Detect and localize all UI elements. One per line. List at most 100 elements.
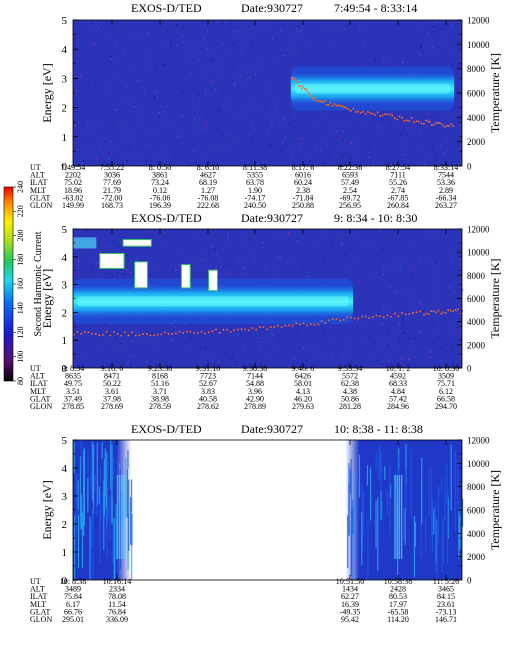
- temperature-point: [427, 313, 430, 316]
- temperature-point: [222, 328, 225, 331]
- temperature-point: [342, 319, 345, 321]
- y2-tick-label: 12000: [467, 225, 490, 235]
- orbit-cell: 4.38: [343, 387, 357, 396]
- orbit-cell: -71.84: [293, 193, 314, 202]
- orbit-cell: 9:53:34: [338, 364, 362, 373]
- orbit-cell: 8:22:36: [338, 163, 362, 172]
- orbit-row-label: GLON: [30, 615, 52, 624]
- temperature-point: [311, 97, 313, 99]
- temperature-point: [83, 331, 86, 333]
- y-tick-label: 5: [62, 15, 68, 27]
- y2-tick-label: 8000: [467, 482, 486, 492]
- temperature-point: [233, 329, 236, 331]
- orbit-cell: 3.71: [153, 387, 167, 396]
- temperature-axis: 0 2000 4000 6000 8000 10000 12000 Temperature […: [457, 225, 502, 374]
- orbit-cell: -72.00: [102, 193, 123, 202]
- temperature-point: [364, 113, 367, 115]
- orbit-cell: 38.98: [151, 394, 169, 403]
- temperature-point: [352, 108, 355, 110]
- orbit-cell: 46.20: [294, 394, 312, 403]
- temperature-point: [196, 332, 199, 334]
- temperature-point: [291, 324, 294, 327]
- y2-tick-label: 2000: [467, 552, 486, 562]
- temperature-point: [331, 104, 334, 107]
- temperature-point: [446, 124, 449, 127]
- temperature-point: [444, 126, 447, 128]
- orbit-cell: 256.95: [339, 201, 361, 210]
- orbit-cell: 114.20: [387, 615, 409, 624]
- orbit-cell: -49.35: [340, 607, 361, 616]
- y-tick-label: 2: [62, 103, 68, 115]
- y-tick-label: 4: [62, 44, 68, 56]
- temperature-point: [328, 319, 330, 322]
- temperature-trace: [73, 308, 462, 337]
- orbit-cell: 279.63: [292, 402, 314, 411]
- temperature-point: [211, 330, 214, 333]
- orbit-cell: -76.06: [150, 193, 171, 202]
- panel-time-range: 10: 8:38 - 11: 8:38: [334, 422, 423, 436]
- orbit-cell: -65.58: [388, 607, 409, 616]
- noise-speckle: [73, 20, 461, 167]
- temperature-point: [350, 316, 352, 319]
- temperature-point: [308, 92, 310, 95]
- temperature-point: [423, 122, 425, 125]
- temperature-point: [335, 318, 338, 320]
- orbit-cell: 49.75: [64, 379, 82, 388]
- y-tick-label: 4: [62, 463, 68, 475]
- orbit-cell: 1.27: [201, 186, 215, 195]
- temperature-point: [379, 115, 381, 117]
- orbit-cell: 2202: [65, 171, 81, 180]
- orbit-cell: 50.86: [341, 394, 359, 403]
- orbit-cell: 294.70: [435, 402, 457, 411]
- orbit-cell: 7144: [247, 372, 263, 381]
- temperature-point: [189, 330, 192, 333]
- temperature-point: [347, 108, 350, 111]
- orbit-cell: -74.17: [245, 193, 266, 202]
- temperature-point: [413, 121, 415, 123]
- y2-tick-label: 0: [467, 162, 472, 172]
- y-tick-label: 2: [62, 519, 68, 531]
- temperature-point: [153, 334, 155, 337]
- energy-axis: 0 1 2 3 4 5 Energy [eV]: [40, 15, 462, 173]
- y-tick-label: 4: [62, 252, 68, 264]
- orbit-cell: 52.67: [199, 379, 217, 388]
- orbit-cell: 3.51: [66, 387, 80, 396]
- y2-tick-label: 6000: [467, 506, 486, 516]
- temperature-point: [389, 113, 391, 116]
- temperature-point: [406, 119, 408, 122]
- temperature-point: [317, 323, 319, 326]
- temperature-point: [398, 115, 401, 118]
- temperature-point: [447, 309, 450, 311]
- orbit-cell: 5572: [342, 372, 358, 381]
- data-segment: [345, 440, 464, 580]
- temperature-point: [419, 310, 422, 313]
- orbit-row-label: ALT: [30, 372, 45, 381]
- colorbar-tick-label: 80: [16, 377, 25, 385]
- temperature-point: [316, 100, 318, 102]
- temperature-point: [284, 324, 287, 327]
- y-axis-label: Energy [eV]: [40, 63, 54, 122]
- energy-band: [290, 66, 455, 111]
- temperature-axis: 0 2000 4000 6000 8000 10000 12000 Temperature […: [457, 16, 502, 172]
- temperature-point: [372, 316, 374, 318]
- panel-3: EXOS-D/TED Date:930727 10: 8:38 - 11: 8:38…: [30, 422, 502, 624]
- temperature-point: [408, 312, 411, 315]
- orbit-row-label: GLAT: [30, 607, 51, 616]
- temperature-point: [346, 316, 349, 319]
- temperature-point: [357, 317, 360, 320]
- colorbar-tick-label: 240: [16, 181, 25, 193]
- y2-tick-label: 8000: [467, 64, 486, 74]
- temperature-point: [207, 331, 210, 333]
- panel-1: EXOS-D/TED Date:930727 7:49:54 - 8:33:14 0 1…: [30, 1, 502, 210]
- orbit-cell: 37.98: [103, 394, 121, 403]
- temperature-point: [218, 331, 221, 334]
- temperature-point: [306, 90, 309, 93]
- orbit-cell: 8: 6:10: [197, 163, 219, 172]
- temperature-point: [131, 331, 133, 334]
- orbit-cell: 278.62: [197, 402, 219, 411]
- temperature-point: [320, 320, 323, 322]
- temperature-point: [442, 124, 445, 127]
- temperature-point: [226, 328, 228, 331]
- orbit-cell: 3509: [438, 372, 454, 381]
- y2-tick-label: 10000: [467, 459, 490, 469]
